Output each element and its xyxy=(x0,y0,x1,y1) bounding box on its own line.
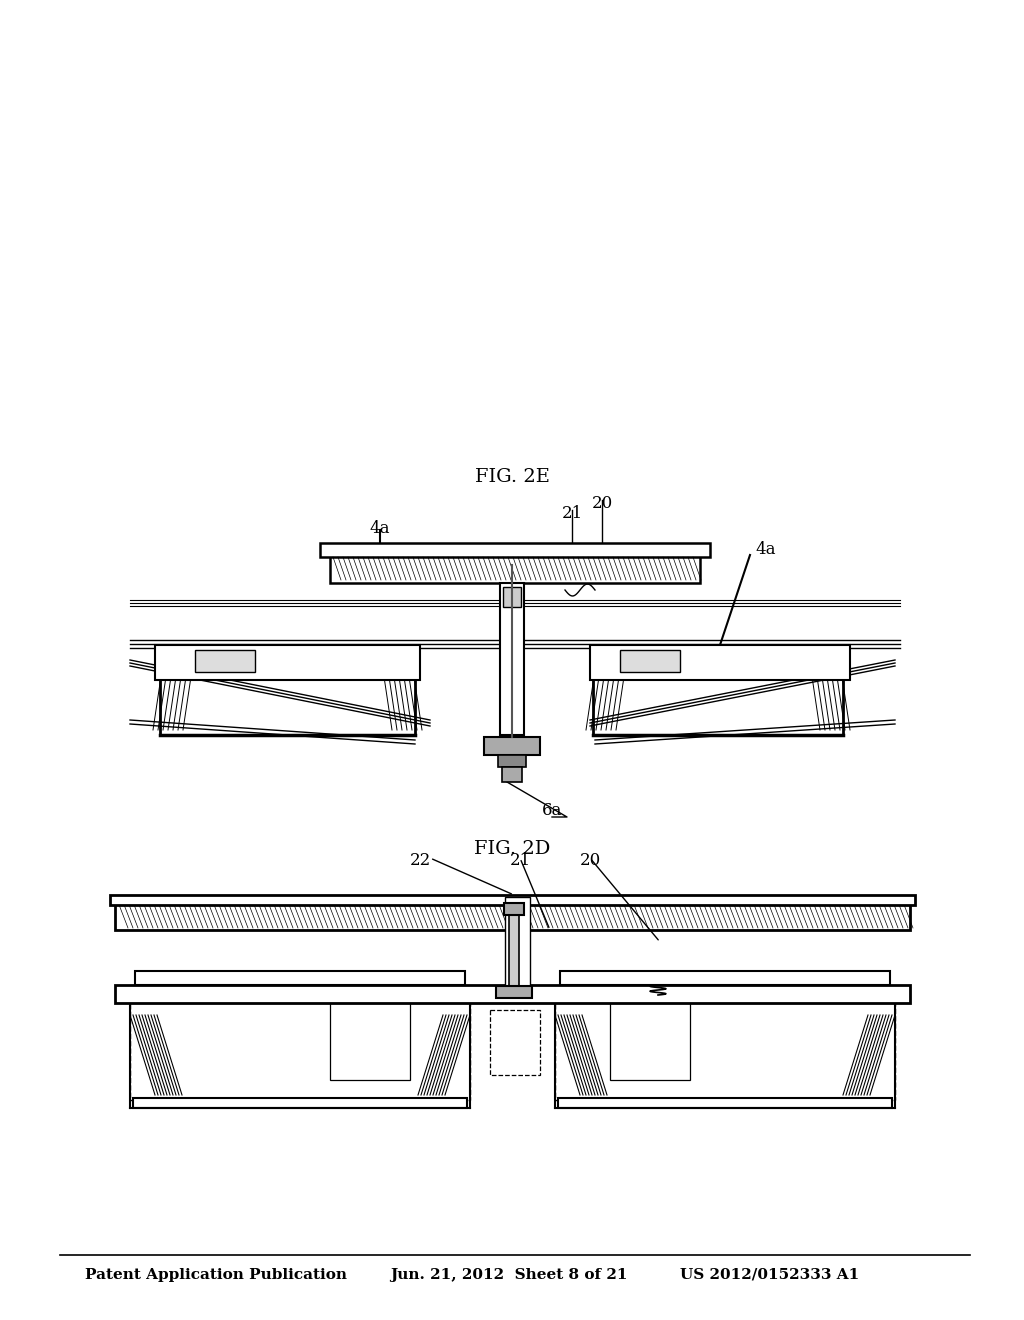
Bar xyxy=(555,995,895,1100)
Bar xyxy=(490,1010,540,1074)
Bar xyxy=(133,1098,467,1107)
Bar xyxy=(155,645,420,680)
Text: 6a: 6a xyxy=(542,803,562,818)
Text: 20: 20 xyxy=(580,851,601,869)
Bar xyxy=(498,755,526,767)
Bar xyxy=(503,587,521,607)
Bar xyxy=(590,645,850,680)
Text: Jun. 21, 2012  Sheet 8 of 21: Jun. 21, 2012 Sheet 8 of 21 xyxy=(390,1269,628,1282)
Text: Patent Application Publication: Patent Application Publication xyxy=(85,1269,347,1282)
Bar xyxy=(135,972,465,985)
Bar xyxy=(558,1098,892,1107)
Bar xyxy=(505,898,530,987)
Bar xyxy=(496,986,532,998)
Text: FIG. 2E: FIG. 2E xyxy=(474,469,550,486)
Text: 21: 21 xyxy=(509,851,530,869)
Bar xyxy=(110,895,915,906)
Text: 22: 22 xyxy=(410,851,431,869)
Bar xyxy=(500,583,524,735)
Text: 4a: 4a xyxy=(370,520,390,537)
Bar xyxy=(560,972,890,985)
Text: 20: 20 xyxy=(592,495,612,512)
Bar xyxy=(115,985,910,1003)
Bar xyxy=(319,543,710,557)
Bar xyxy=(610,1001,690,1080)
Bar xyxy=(502,767,522,781)
Bar xyxy=(195,649,255,672)
Text: FIG. 2D: FIG. 2D xyxy=(474,840,550,858)
Text: 4a: 4a xyxy=(755,541,775,558)
Text: 21: 21 xyxy=(561,506,583,521)
Bar xyxy=(330,554,700,583)
Bar xyxy=(330,1001,410,1080)
Bar xyxy=(130,995,470,1100)
Bar xyxy=(484,737,540,755)
Bar xyxy=(115,900,910,931)
Bar xyxy=(509,908,519,990)
Text: US 2012/0152333 A1: US 2012/0152333 A1 xyxy=(680,1269,859,1282)
Bar xyxy=(504,903,524,915)
Bar xyxy=(620,649,680,672)
